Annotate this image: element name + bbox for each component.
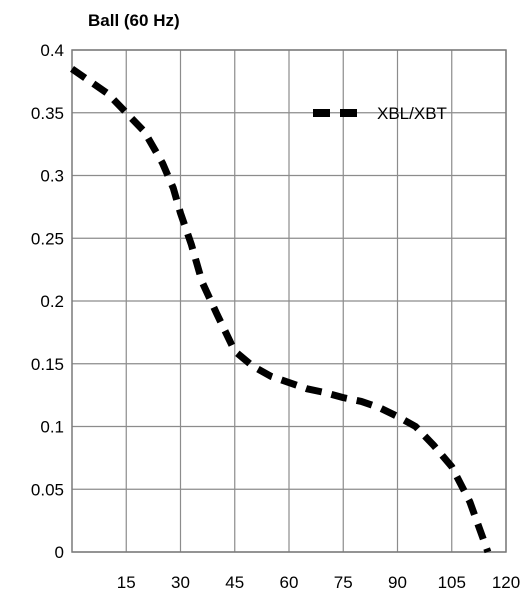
y-tick-label-1: 0.05 <box>31 480 64 499</box>
x-tick-label-7: 120 <box>492 573 520 592</box>
y-tick-label-0: 0 <box>55 543 64 562</box>
y-tick-label-3: 0.15 <box>31 355 64 374</box>
y-tick-label-8: 0.4 <box>40 41 64 60</box>
chart-title: Ball (60 Hz) <box>88 11 180 30</box>
x-tick-label-1: 30 <box>171 573 190 592</box>
y-tick-label-4: 0.2 <box>40 292 64 311</box>
y-tick-label-5: 0.25 <box>31 229 64 248</box>
plot-frame <box>71 49 507 553</box>
x-axis-ticks: 15 30 45 60 75 90 105 120 <box>117 573 520 592</box>
x-tick-label-6: 105 <box>438 573 466 592</box>
x-tick-label-3: 60 <box>280 573 299 592</box>
legend-label: XBL/XBT <box>377 104 447 123</box>
series-layer <box>70 65 492 554</box>
legend: XBL/XBT <box>313 104 447 123</box>
x-tick-label-2: 45 <box>225 573 244 592</box>
x-tick-label-0: 15 <box>117 573 136 592</box>
y-tick-label-6: 0.3 <box>40 167 64 186</box>
x-tick-label-4: 75 <box>334 573 353 592</box>
y-tick-label-7: 0.35 <box>31 104 64 123</box>
x-tick-label-5: 90 <box>388 573 407 592</box>
y-axis-ticks: 0 0.05 0.1 0.15 0.2 0.25 0.3 0.35 0.4 <box>31 41 64 562</box>
series-line-0 <box>70 65 492 554</box>
y-tick-label-2: 0.1 <box>40 418 64 437</box>
